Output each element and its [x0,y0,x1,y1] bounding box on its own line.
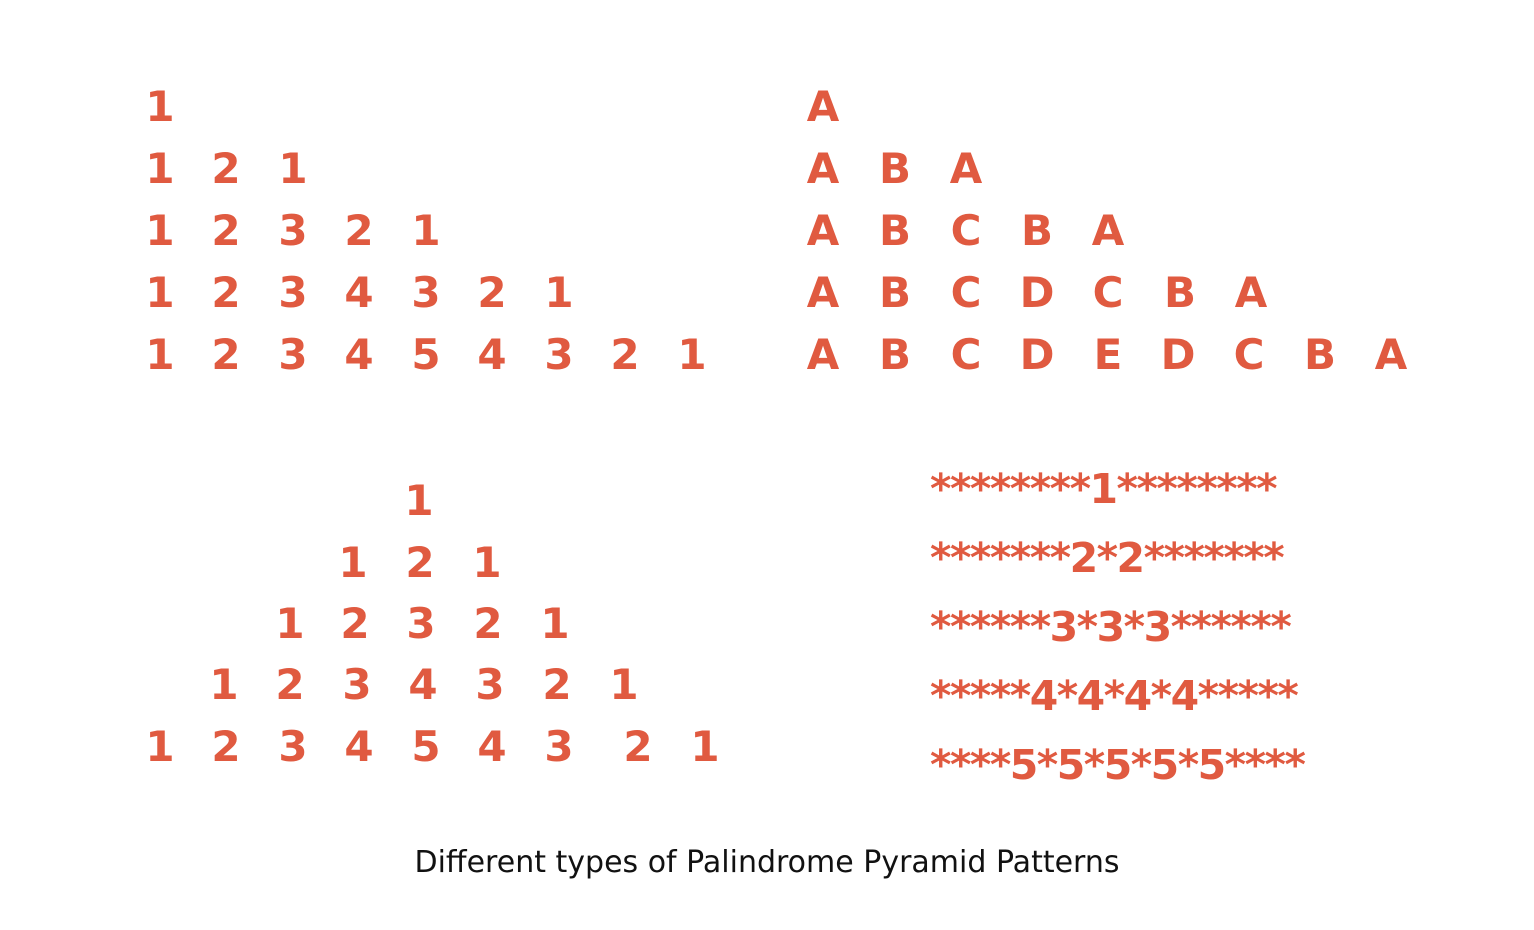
pattern-digit: 3 [278,206,308,255]
pattern-letter: C [950,330,982,379]
pattern-digit: 2 [211,268,241,317]
pattern-letter: C [950,268,982,317]
pattern-digit: 3 [406,599,436,648]
pattern-letter: A [1091,206,1125,255]
figure-caption: Different types of Palindrome Pyramid Pa… [414,845,1120,880]
pattern-digit: 3 [278,330,308,379]
pattern-letter: A [1374,330,1408,379]
pattern-letter: A [806,268,840,317]
pattern-digit: 1 [338,538,368,587]
pattern-digit: 1 [145,82,175,131]
pattern-digit: 2 [473,599,503,648]
pattern-digit: 2 [542,660,572,709]
pattern-digit: 1 [609,660,639,709]
pattern-digit: 3 [278,268,308,317]
pattern-letter: B [878,268,912,317]
pattern-digit: 4 [344,330,374,379]
pattern-letter: A [806,144,840,193]
pattern-letter: C [950,206,982,255]
pattern-digit: 2 [610,330,640,379]
pattern-digit: 1 [145,722,175,771]
pattern-digit: 2 [344,206,374,255]
pattern-digit: 2 [405,538,435,587]
pattern-letter: A [806,206,840,255]
pattern-digit: 1 [404,476,434,525]
pattern-digit: 4 [344,722,374,771]
pattern-letter: B [878,144,912,193]
pattern-letter: B [878,330,912,379]
pattern-digit: 1 [472,538,502,587]
pattern-digit: 3 [544,330,574,379]
pattern-letter: B [1303,330,1337,379]
pattern-digit: 3 [278,722,308,771]
star-pattern-row: ****5*5*5*5*5**** [930,741,1306,789]
pattern-digit: 2 [275,660,305,709]
pattern-digit: 3 [475,660,505,709]
star-pattern-row: ********1******** [930,465,1278,513]
pattern-letter: D [1019,268,1055,317]
pattern-digit: 4 [477,330,507,379]
pattern-letter: C [1092,268,1124,317]
pattern-letter: D [1160,330,1196,379]
pattern-digit: 1 [145,330,175,379]
pattern-digit: 2 [623,722,653,771]
pattern-digit: 2 [211,330,241,379]
pattern-digit: 1 [540,599,570,648]
pattern-letter: B [878,206,912,255]
pattern-letter: B [1020,206,1054,255]
star-pattern-row: *******2*2******* [930,534,1285,582]
pattern-letter: A [1234,268,1268,317]
pattern-digit: 5 [411,722,441,771]
pattern-letter: B [1163,268,1197,317]
pattern-digit: 4 [408,660,438,709]
pattern-digit: 1 [544,268,574,317]
pattern-letter: A [806,330,840,379]
pattern-digit: 2 [340,599,370,648]
pattern-digit: 1 [209,660,239,709]
pattern-letter: A [949,144,983,193]
star-pattern-row: ******3*3*3****** [930,603,1292,651]
pattern-letter: D [1019,330,1055,379]
pattern-digit: 3 [342,660,372,709]
pattern-digit: 1 [275,599,305,648]
pattern-digit: 4 [344,268,374,317]
pattern-letter: A [806,82,840,131]
pattern-digit: 1 [411,206,441,255]
pattern-digit: 1 [145,206,175,255]
pattern-digit: 2 [211,206,241,255]
pattern-digit: 3 [544,722,574,771]
pattern-digit: 4 [477,722,507,771]
pattern-digit: 1 [690,722,720,771]
star-pattern-row: *****4*4*4*4***** [930,672,1299,720]
pattern-digit: 2 [211,144,241,193]
pattern-letter: C [1233,330,1265,379]
pattern-letter: E [1093,330,1123,379]
pattern-digit: 5 [411,330,441,379]
pattern-digit: 3 [411,268,441,317]
pattern-digit: 1 [145,268,175,317]
pattern-digit: 1 [677,330,707,379]
pattern-digit: 1 [145,144,175,193]
pattern-digit: 1 [278,144,308,193]
pattern-digit: 2 [477,268,507,317]
pattern-digit: 2 [211,722,241,771]
